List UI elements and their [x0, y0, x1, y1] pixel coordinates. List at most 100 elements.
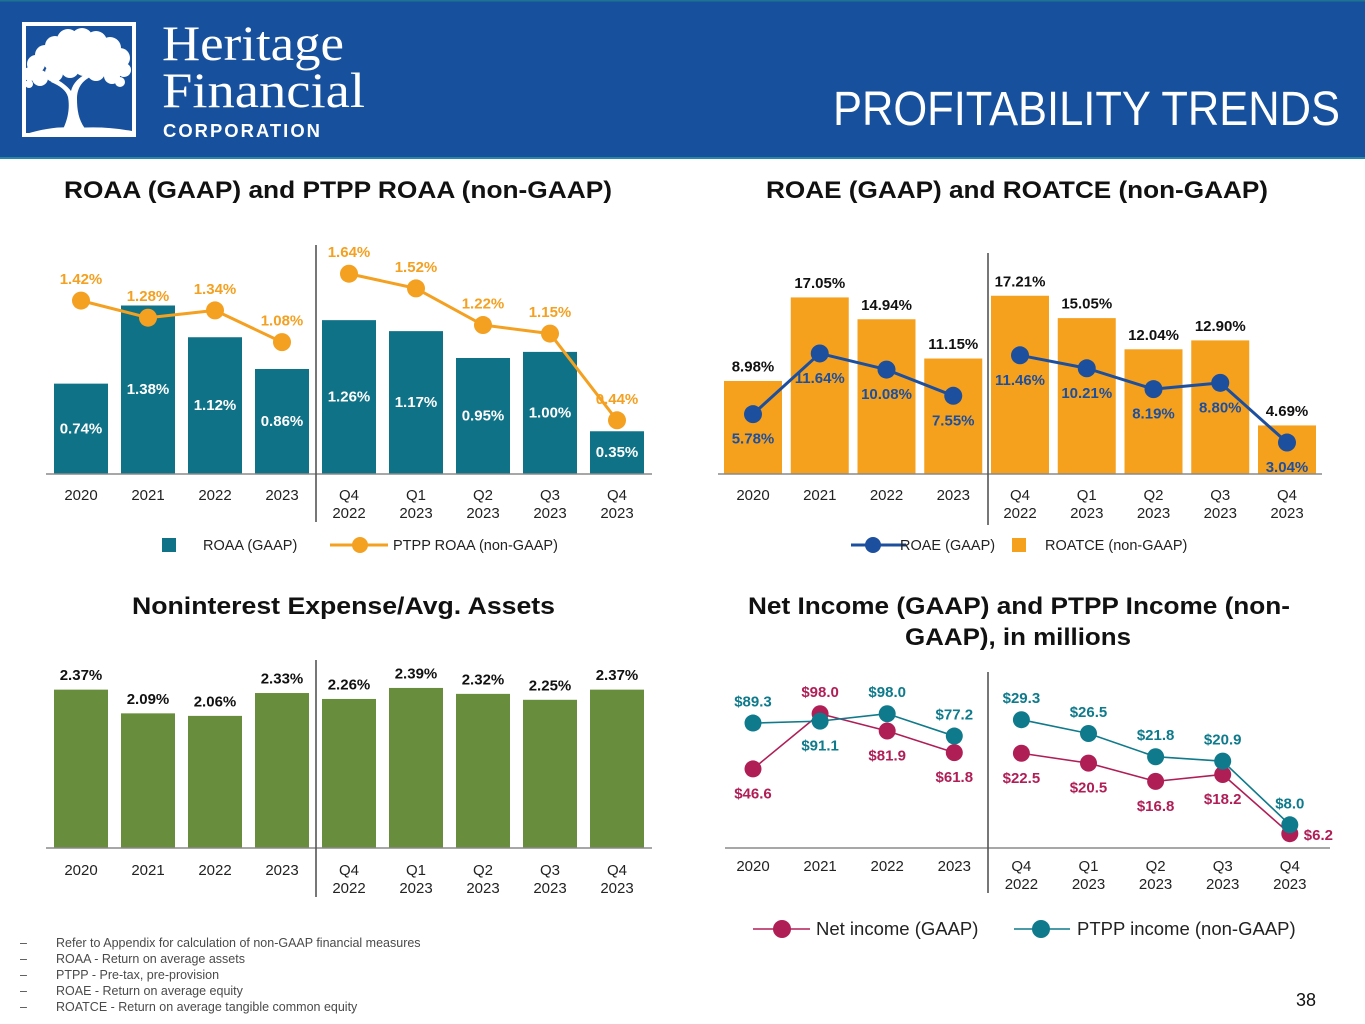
bar — [590, 689, 644, 848]
data-label: 2.32% — [462, 671, 505, 688]
legend-marker-ptpp-roaa — [352, 537, 368, 553]
data-label: $77.2 — [936, 707, 974, 724]
data-label: 1.52% — [395, 259, 438, 276]
data-point — [744, 714, 762, 732]
data-point — [1214, 752, 1232, 770]
x-tick-label: 2023 — [533, 505, 566, 522]
x-tick-label: 2023 — [600, 505, 633, 522]
bar — [857, 319, 916, 474]
data-point — [1011, 346, 1029, 365]
data-label: $91.1 — [801, 738, 839, 755]
footnote-text: PTPP - Pre-tax, pre-provision — [56, 968, 219, 982]
footnote-bullet: – — [20, 984, 27, 998]
data-label: 1.17% — [395, 394, 438, 411]
footnote-text: ROATCE - Return on average tangible comm… — [56, 1000, 358, 1014]
x-tick-label: 2022 — [871, 858, 904, 875]
x-tick-label: Q2 — [473, 487, 493, 504]
data-label: 11.46% — [995, 372, 1045, 389]
data-label: 1.00% — [529, 404, 572, 421]
chart-noninterest-expense: 2.37% 2.09% 2.06% 2.33% 2.26% 2.39% 2.32% 2.25%… — [46, 660, 652, 897]
legend-roae: ROAE (GAAP) ROATCE (non-GAAP) — [851, 537, 1187, 554]
data-label: $20.9 — [1204, 732, 1242, 749]
data-point — [340, 264, 358, 283]
bar — [1057, 318, 1116, 474]
data-point — [608, 411, 626, 430]
data-label: $61.8 — [936, 769, 974, 786]
x-tick-label: 2020 — [64, 487, 97, 504]
bar — [54, 383, 108, 474]
data-point — [1281, 816, 1299, 834]
x-tick-label: Q4 — [607, 487, 627, 504]
footnote-bullet: – — [20, 1000, 27, 1014]
data-point — [407, 279, 425, 298]
data-point — [878, 722, 896, 740]
data-label: 7.55% — [932, 412, 975, 429]
footnote-text: Refer to Appendix for calculation of non… — [56, 936, 421, 950]
bar — [924, 358, 983, 474]
legend-marker-ptpp-income — [1032, 920, 1050, 938]
data-label: $21.8 — [1137, 727, 1175, 744]
data-point — [72, 291, 90, 310]
data-label: $46.6 — [734, 785, 772, 802]
data-label: 1.26% — [328, 389, 371, 406]
data-label: 1.34% — [194, 281, 237, 298]
data-label: $18.2 — [1204, 791, 1242, 808]
chart-net-income: $46.6 $98.0 $81.9 $61.8 $22.5 $20.5 $16.8 $18.2… — [725, 672, 1333, 893]
page-title: PROFITABILITY TRENDS — [833, 83, 1340, 136]
x-tick-label: 2023 — [1270, 505, 1303, 522]
company-logo: Heritage Financial CORPORATION — [22, 15, 365, 141]
x-tick-label: Q4 — [339, 487, 359, 504]
bar — [322, 698, 376, 848]
bar — [188, 337, 242, 474]
logo-wordmark-line1: Heritage — [162, 15, 344, 71]
header-top-rule — [0, 0, 1365, 2]
bar — [523, 351, 577, 474]
series-line — [1021, 752, 1291, 835]
data-point — [1077, 359, 1096, 378]
chart-title-noninterest-expense: Noninterest Expense/Avg. Assets — [132, 593, 555, 620]
data-label: 2.39% — [395, 665, 438, 682]
legend-label-ptpp-income: PTPP income (non-GAAP) — [1077, 918, 1296, 939]
data-label: 0.86% — [261, 413, 304, 430]
x-tick-label: 2023 — [1072, 876, 1105, 893]
bar — [590, 431, 644, 474]
bar — [255, 368, 309, 474]
x-tick-label: Q3 — [540, 487, 560, 504]
data-point — [273, 333, 291, 352]
x-tick-label: Q4 — [1280, 858, 1300, 875]
data-label: 1.42% — [60, 271, 103, 288]
data-label: 1.38% — [127, 381, 170, 398]
data-label: 8.80% — [1199, 399, 1242, 416]
bar — [188, 715, 242, 848]
bar — [389, 331, 443, 474]
x-tick-label: 2022 — [332, 505, 365, 522]
x-tick-label: 2023 — [600, 880, 633, 897]
bar — [1191, 340, 1250, 474]
data-point — [744, 760, 762, 778]
data-label: 2.37% — [60, 667, 103, 684]
bar — [1124, 349, 1183, 474]
chart-title-roaa: ROAA (GAAP) and PTPP ROAA (non-GAAP) — [64, 177, 612, 204]
data-label: 10.21% — [1061, 385, 1112, 402]
legend-swatch-roaa — [162, 538, 176, 552]
logo-frame — [22, 22, 136, 137]
data-label: 14.94% — [861, 297, 912, 314]
x-tick-label: Q2 — [1143, 487, 1163, 504]
x-tick-label: 2023 — [1070, 505, 1103, 522]
data-label: 5.78% — [732, 431, 775, 448]
data-point — [1147, 772, 1165, 790]
x-tick-label: 2023 — [1273, 876, 1306, 893]
data-label: $22.5 — [1003, 770, 1041, 787]
data-point — [877, 360, 896, 379]
legend-net-income: Net income (GAAP) PTPP income (non-GAAP) — [753, 918, 1296, 939]
data-label: $98.0 — [801, 684, 839, 701]
legend-roaa: ROAA (GAAP) PTPP ROAA (non-GAAP) — [162, 537, 558, 554]
chart-title-roae: ROAE (GAAP) and ROATCE (non-GAAP) — [766, 177, 1268, 204]
data-point — [541, 324, 559, 343]
data-label: $6.2 — [1304, 827, 1333, 844]
x-tick-label: 2023 — [1206, 876, 1239, 893]
legend-marker-net-income — [773, 920, 791, 938]
bar — [121, 305, 175, 474]
data-label: 11.64% — [795, 370, 845, 387]
